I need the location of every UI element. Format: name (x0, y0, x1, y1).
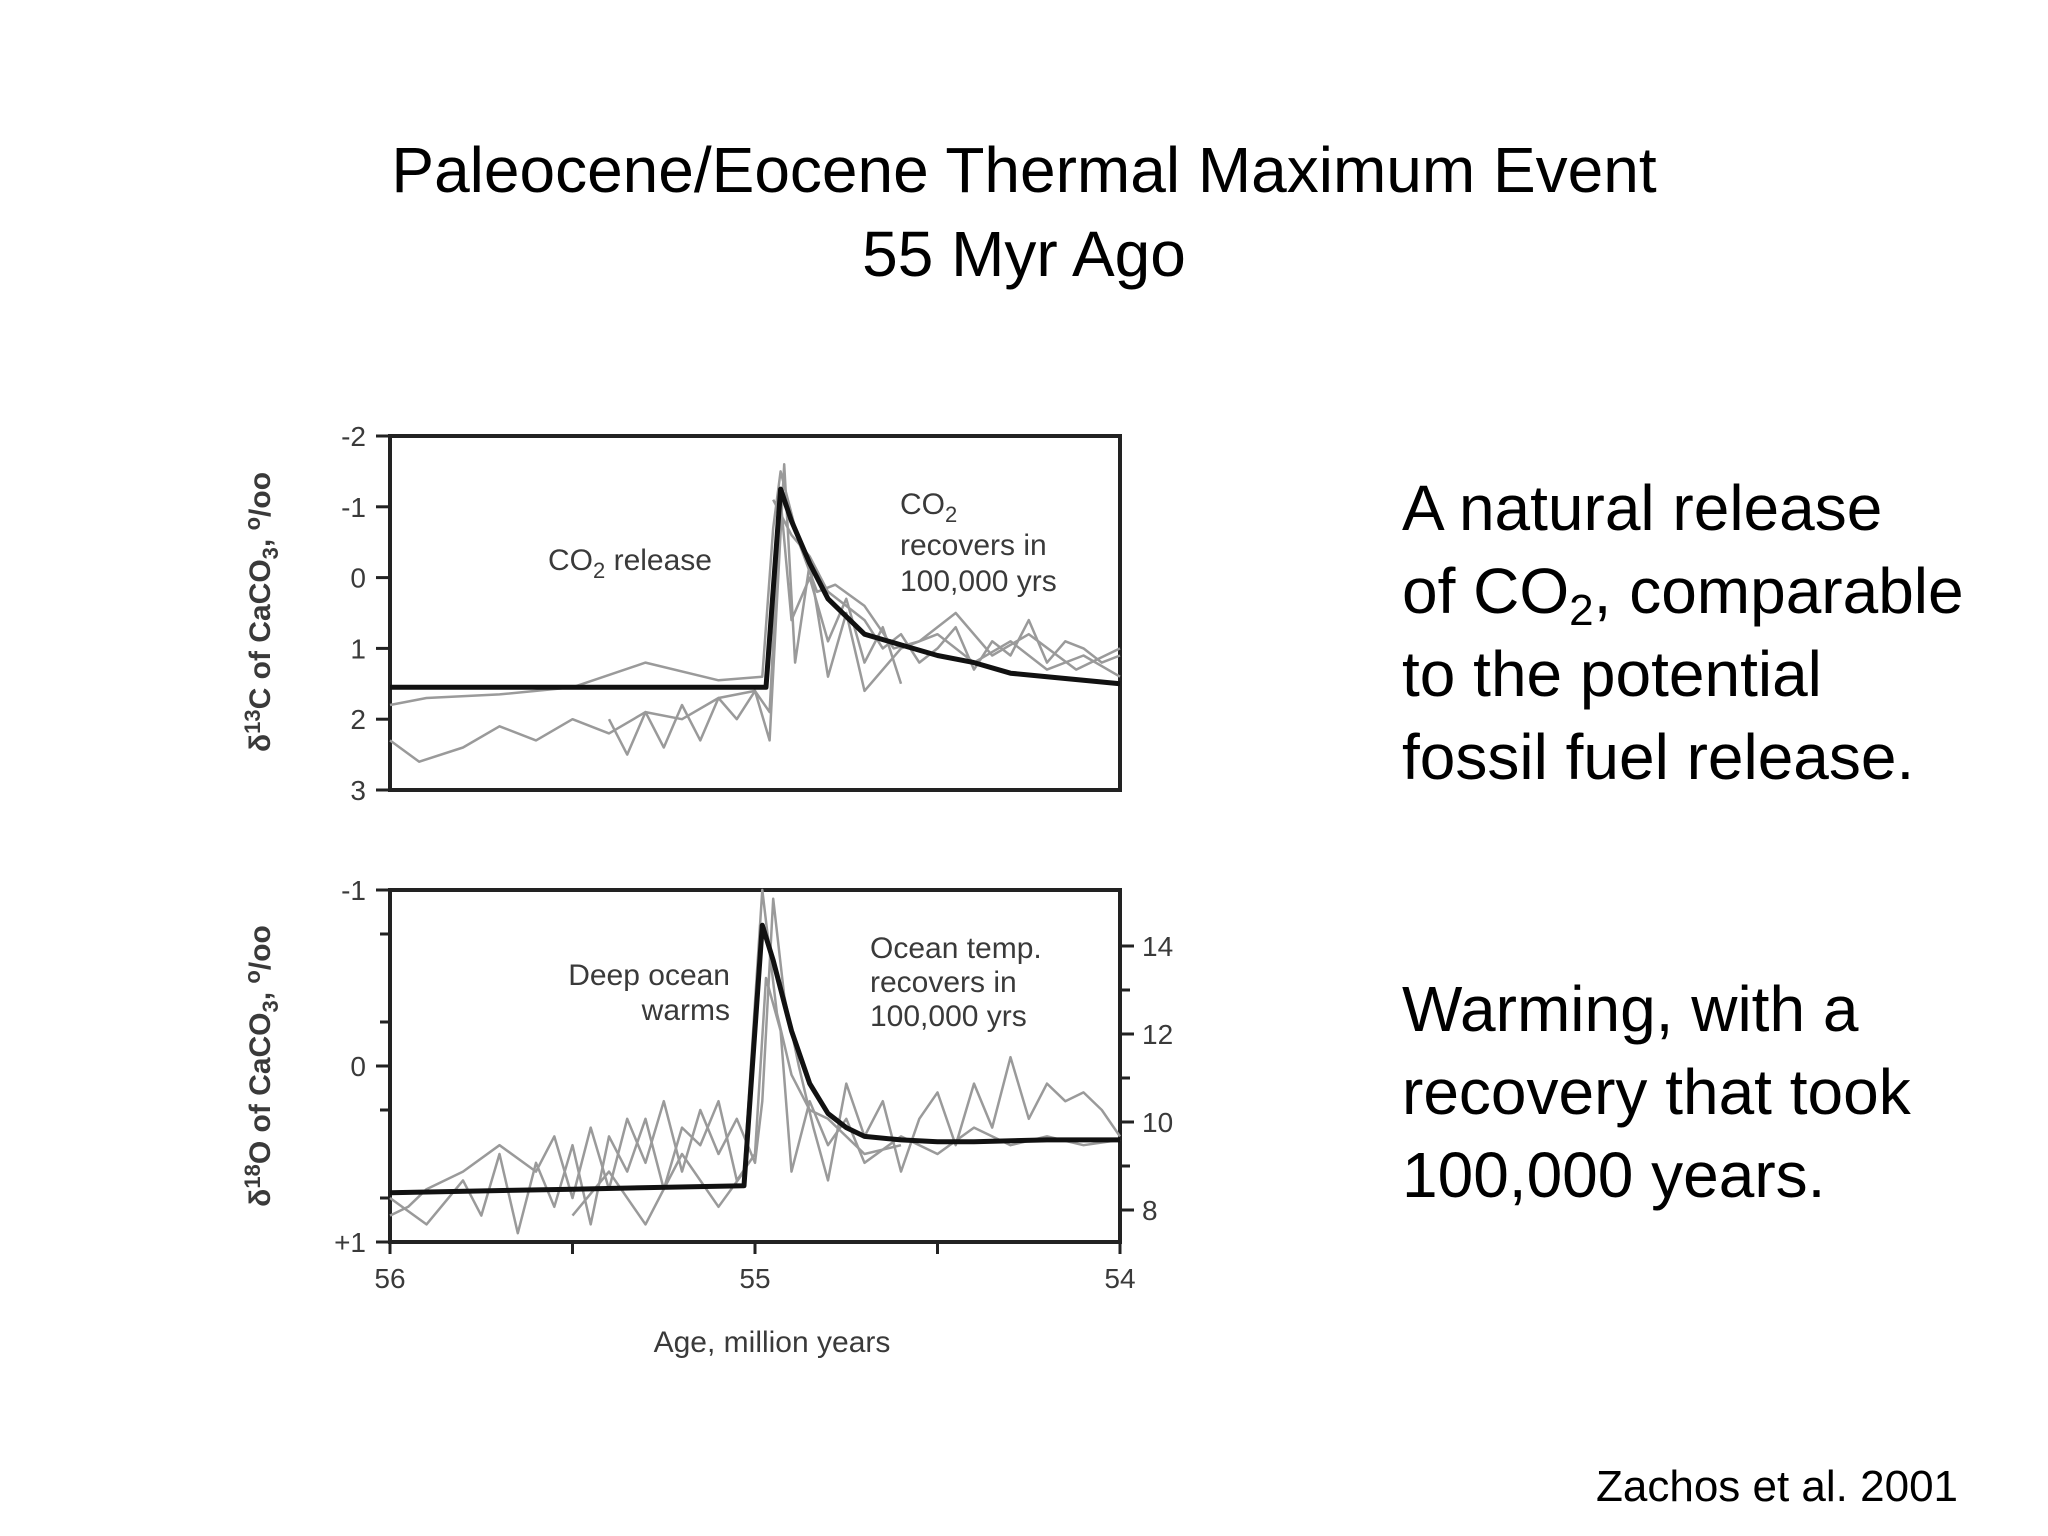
bottom-record-series-line (389, 897, 1122, 1217)
annot-deep-ocean-1: Deep ocean (568, 959, 730, 992)
top-record-series-line (389, 463, 1121, 763)
desc1-line-4: fossil fuel release. (1402, 721, 1915, 793)
desc1-line-3: to the potential (1402, 638, 1822, 710)
top-panel: -2 -1 0 1 2 3 CO2 release CO2 recovers in 100… (240, 421, 1122, 806)
top-y-tick-label: -1 (341, 492, 366, 523)
annot-co2-recovers-3: 100,000 yrs (900, 565, 1057, 598)
bottom-y-tick-label: -1 (341, 875, 366, 906)
top-mean-series-line (390, 486, 1121, 690)
bottom-y2-tick-label: 10 (1142, 1107, 1173, 1138)
top-y-tick-label: 3 (350, 775, 366, 806)
bottom-y-ticks: -1 0 +1 (334, 875, 390, 1258)
top-y-tick-label: 2 (350, 704, 366, 735)
desc2-line-1: Warming, with a (1402, 973, 1859, 1045)
top-series-group (389, 463, 1121, 763)
bottom-record-series-line (389, 976, 1121, 1235)
bottom-x-tick-label: 55 (739, 1263, 770, 1294)
top-plot-frame (388, 434, 1122, 792)
annot-ocean-temp-2: recovers in (870, 966, 1017, 999)
annot-ocean-temp-1: Ocean temp. (870, 932, 1042, 965)
desc2-line-2: recovery that took (1402, 1056, 1911, 1128)
bottom-mean-series-line (389, 922, 1120, 1196)
description-warming: Warming, with a recovery that took 100,0… (1402, 968, 1911, 1217)
bottom-y2-tick-label: 8 (1142, 1195, 1158, 1226)
bottom-y2-ticks: 14 12 10 8 (1120, 931, 1173, 1226)
top-y-tick-label: 1 (350, 633, 366, 664)
top-y-tick-label: 0 (350, 563, 366, 594)
bottom-x-axis-label: Age, million years (654, 1326, 891, 1359)
bottom-y-tick-label: 0 (350, 1051, 366, 1082)
bottom-record-series-line (571, 888, 902, 1226)
title-line-1: Paleocene/Eocene Thermal Maximum Event (391, 134, 1657, 206)
top-y-axis-label: δ13C of CaCO3, o/oo (240, 472, 283, 752)
description-co2: A natural release of CO2, comparable to … (1402, 467, 1964, 799)
bottom-series-group (389, 888, 1122, 1235)
bottom-y-tick-label: +1 (334, 1227, 366, 1258)
desc1-line-1: A natural release (1402, 472, 1883, 544)
annot-co2-release: CO2 release (548, 544, 712, 583)
top-record-series-line (772, 499, 1121, 671)
top-y-tick-label: -2 (341, 421, 366, 452)
title-line-2: 55 Myr Ago (862, 218, 1186, 290)
bottom-panel: -1 0 +1 14 12 10 8 56 55 54 Deep ocean warms Oc… (240, 875, 1173, 1359)
annot-co2-recovers-1: CO2 (900, 488, 957, 527)
desc1-line-2: of CO2, comparable (1402, 555, 1964, 635)
top-y-ticks: -2 -1 0 1 2 3 (341, 421, 390, 806)
annot-co2-recovers-2: recovers in (900, 529, 1047, 562)
bottom-x-tick-label: 56 (374, 1263, 405, 1294)
citation: Zachos et al. 2001 (1596, 1462, 1959, 1511)
annot-deep-ocean-2: warms (641, 994, 730, 1027)
desc2-line-3: 100,000 years. (1402, 1139, 1826, 1211)
slide-title: Paleocene/Eocene Thermal Maximum Event 5… (0, 128, 2048, 296)
bottom-y-axis-label: δ18O of CaCO3, o/oo (240, 925, 283, 1207)
bottom-y2-tick-label: 12 (1142, 1019, 1173, 1050)
annot-ocean-temp-3: 100,000 yrs (870, 1000, 1027, 1033)
bottom-x-ticks: 56 55 54 (374, 1242, 1136, 1294)
bottom-x-tick-label: 54 (1104, 1263, 1135, 1294)
bottom-y2-tick-label: 14 (1142, 931, 1173, 962)
